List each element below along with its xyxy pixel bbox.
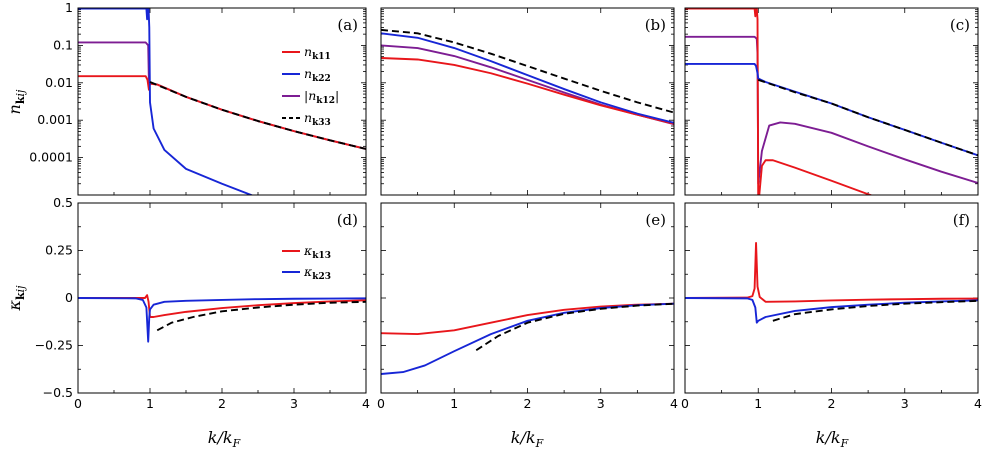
series-dashed-reference-line bbox=[772, 299, 978, 322]
legend-label-nk11: nk11 bbox=[304, 44, 331, 62]
series-nk22-line bbox=[78, 8, 254, 195]
series-dashed-reference-line bbox=[475, 302, 674, 352]
panel-f: 0 1 2 3 4 (f) bbox=[681, 202, 982, 411]
legend-label-kk13: κk13 bbox=[303, 243, 331, 261]
panel-label: (e) bbox=[645, 211, 666, 229]
panel-b: (b) bbox=[380, 7, 675, 196]
x-tick-label: 2 bbox=[828, 396, 836, 411]
y-tick-label: −0.5 bbox=[43, 385, 73, 400]
xlabel-right: k/kF bbox=[816, 428, 849, 450]
svg-text:nkij: nkij bbox=[5, 89, 27, 114]
x-tick-label: 4 bbox=[362, 396, 370, 411]
legend-top: nk11 nk22 |nk12| nk33 bbox=[282, 44, 339, 128]
legend-label-kk23: κk23 bbox=[303, 264, 331, 282]
series-nk22-line bbox=[381, 32, 674, 124]
series-nk11-line bbox=[381, 57, 674, 125]
panel-label: (b) bbox=[645, 16, 666, 34]
x-tick-label: 3 bbox=[290, 396, 298, 411]
y-tick-label: 0.0001 bbox=[29, 150, 73, 165]
svg-text:k/kF: k/kF bbox=[208, 428, 241, 450]
legend-label-nk33: nk33 bbox=[304, 110, 331, 128]
x-tick-label: 1 bbox=[450, 396, 458, 411]
series-nk22-line bbox=[685, 62, 978, 157]
plot-frame bbox=[380, 202, 675, 394]
xlabel-left: k/kF bbox=[208, 428, 241, 450]
y-tick-label: 0.5 bbox=[53, 195, 73, 210]
svg-text:κkij: κkij bbox=[5, 285, 27, 312]
y-tick-label: −0.25 bbox=[35, 338, 73, 353]
series-nk33-line bbox=[757, 78, 978, 157]
panel-a: 1 0.1 0.01 0.001 0.0001 (a) bbox=[29, 0, 367, 196]
bottom-ylabel: κkij bbox=[5, 285, 27, 312]
panel-d: 0 1 2 3 4 0.5 0.25 0 −0.25 −0.5 (d) bbox=[35, 195, 370, 411]
panel-label: (f) bbox=[953, 211, 970, 229]
series-nk33-line bbox=[381, 28, 674, 114]
plot-frame bbox=[380, 7, 675, 196]
x-tick-label: 0 bbox=[681, 396, 689, 411]
series-nk33-line bbox=[149, 81, 366, 150]
series-k13-line bbox=[381, 302, 674, 336]
y-tick-label: 0 bbox=[65, 290, 73, 305]
series-k23-line bbox=[78, 297, 366, 343]
x-tick-label: 3 bbox=[597, 396, 605, 411]
panel-label: (d) bbox=[337, 211, 358, 229]
svg-text:k/kF: k/kF bbox=[511, 428, 544, 450]
panel-e: 0 1 2 3 4 (e) bbox=[377, 202, 678, 411]
panels: 1 0.1 0.01 0.001 0.0001 (a) (b) (c) 0 1 2 3 4 0.5 0.25… bbox=[29, 0, 982, 411]
plot-frame bbox=[77, 7, 367, 196]
series-nk12-line bbox=[685, 35, 978, 185]
y-tick-label: 0.001 bbox=[37, 112, 73, 127]
series-k13-line bbox=[685, 241, 978, 303]
plot-frame bbox=[77, 202, 367, 394]
xlabel-middle: k/kF bbox=[511, 428, 544, 450]
plot-frame bbox=[684, 202, 979, 394]
series-k13-line bbox=[78, 294, 366, 318]
plot-frame bbox=[684, 7, 979, 196]
x-tick-label: 1 bbox=[754, 396, 762, 411]
svg-text:k/kF: k/kF bbox=[816, 428, 849, 450]
panel-label: (c) bbox=[950, 16, 970, 34]
y-tick-label: 0.01 bbox=[45, 75, 73, 90]
series-nk11-line bbox=[685, 8, 874, 195]
x-tick-label: 0 bbox=[74, 396, 82, 411]
panel-c: (c) bbox=[684, 7, 979, 196]
top-ylabel: nkij bbox=[5, 89, 27, 114]
y-tick-label: 0.25 bbox=[45, 243, 73, 258]
x-tick-label: 2 bbox=[524, 396, 532, 411]
panel-label: (a) bbox=[337, 16, 358, 34]
y-tick-label: 1 bbox=[65, 0, 73, 15]
series-dashed-reference-line bbox=[156, 300, 366, 332]
legend-label-nk12: |nk12| bbox=[304, 88, 339, 106]
x-tick-label: 0 bbox=[377, 396, 385, 411]
x-tick-label: 2 bbox=[218, 396, 226, 411]
x-tick-label: 4 bbox=[670, 396, 678, 411]
legend-bottom: κk13 κk23 bbox=[282, 243, 331, 282]
x-tick-label: 3 bbox=[901, 396, 909, 411]
y-tick-label: 0.1 bbox=[53, 37, 73, 52]
x-tick-label: 1 bbox=[146, 396, 154, 411]
legend-label-nk22: nk22 bbox=[304, 66, 331, 84]
x-tick-label: 4 bbox=[974, 396, 982, 411]
series-k23-line bbox=[381, 302, 674, 375]
